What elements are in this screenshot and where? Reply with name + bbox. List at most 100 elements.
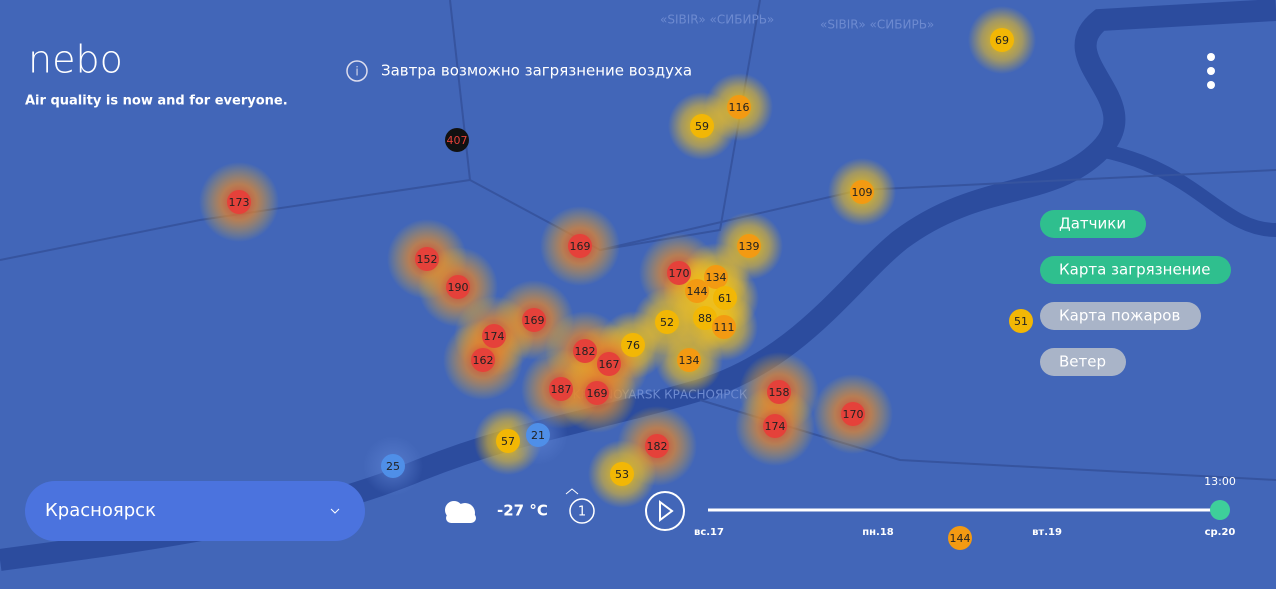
city-select[interactable]: [25, 481, 365, 541]
sensor[interactable]: 187: [549, 377, 573, 401]
sensor-dot: [948, 526, 972, 550]
sensor[interactable]: 407: [445, 128, 469, 152]
sensor-dot: [850, 180, 874, 204]
sensor[interactable]: 144: [685, 279, 709, 303]
sensor-dot: [712, 315, 736, 339]
sensor-value: 139: [739, 240, 760, 253]
sensor-dot: [445, 128, 469, 152]
sensor-dot: [482, 324, 506, 348]
sensor-value: 190: [448, 281, 469, 294]
sensor-dot: [704, 265, 728, 289]
sensor-value: 69: [995, 34, 1009, 47]
sensor[interactable]: 51: [1009, 309, 1033, 333]
sensor[interactable]: 53: [610, 462, 634, 486]
sensor[interactable]: 88: [693, 306, 717, 330]
sensor[interactable]: 152: [415, 247, 439, 271]
sensor-dot: [841, 402, 865, 426]
sensor-value: 152: [417, 253, 438, 266]
sensor-value: 407: [447, 134, 468, 147]
day-label: ср.20: [1205, 527, 1236, 538]
sensor[interactable]: 111: [712, 315, 736, 339]
sensor-value: 109: [852, 186, 873, 199]
timeline-knob[interactable]: [1210, 500, 1230, 520]
layer-button[interactable]: [1040, 210, 1146, 238]
sensor[interactable]: 182: [645, 434, 669, 458]
sensor[interactable]: 57: [496, 429, 520, 453]
temperature: -27 °C: [497, 502, 548, 520]
sensor-dot: [610, 462, 634, 486]
sensor[interactable]: 174: [482, 324, 506, 348]
sensor-dot: [685, 279, 709, 303]
sensor[interactable]: 76: [621, 333, 645, 357]
sensor-value: 173: [229, 196, 250, 209]
layer-button[interactable]: [1040, 348, 1126, 376]
sensor[interactable]: 169: [568, 234, 592, 258]
weather-icon: [445, 501, 476, 523]
sensor[interactable]: 174: [763, 414, 787, 438]
sensor-value: 134: [706, 271, 727, 284]
sensor-dot: [690, 114, 714, 138]
layer-label: Датчики: [1059, 215, 1126, 233]
layer-button[interactable]: [1040, 256, 1231, 284]
sensor[interactable]: 52: [655, 310, 679, 334]
logo[interactable]: nebo: [28, 38, 123, 82]
sensor-dot: [496, 429, 520, 453]
sensor[interactable]: 170: [667, 261, 691, 285]
sensor-value: 88: [698, 312, 712, 325]
layer-label: Карта загрязнение: [1059, 261, 1210, 279]
sensor[interactable]: 158: [767, 380, 791, 404]
menu-button[interactable]: [1207, 53, 1215, 89]
sensor-dot: [667, 261, 691, 285]
layer-button[interactable]: [1040, 302, 1201, 330]
sensor[interactable]: 134: [704, 265, 728, 289]
timeline-days: вс.17 пн.18 вт.19 ср.20: [694, 527, 1235, 538]
play-button[interactable]: [645, 491, 685, 531]
sensor-dot: [471, 348, 495, 372]
sensor-dot: [381, 454, 405, 478]
sensor-value: 57: [501, 435, 515, 448]
sensor[interactable]: 134: [677, 348, 701, 372]
sensor[interactable]: 169: [522, 308, 546, 332]
place-label: «SIBIR» «СИБИРЬ»: [820, 18, 934, 32]
sensor[interactable]: 167: [597, 352, 621, 376]
sensor[interactable]: 69: [990, 28, 1014, 52]
sensor[interactable]: 144: [948, 526, 972, 550]
sensor[interactable]: 25: [381, 454, 405, 478]
sensor-value: 53: [615, 468, 629, 481]
sensor[interactable]: 61: [713, 286, 737, 310]
current-time: 13:00: [1204, 475, 1236, 488]
wind-count: 1: [578, 505, 586, 520]
info-icon[interactable]: [346, 60, 368, 82]
sensor-value: 134: [679, 354, 700, 367]
sensor[interactable]: 162: [471, 348, 495, 372]
sensor-dot: [446, 275, 470, 299]
sensor[interactable]: 21: [526, 423, 550, 447]
sensor-value: 61: [718, 292, 732, 305]
sensor-dot: [990, 28, 1014, 52]
sensor-dot: [713, 286, 737, 310]
play-icon: [659, 500, 674, 522]
sensor-value: 169: [587, 387, 608, 400]
sensor-value: 21: [531, 429, 545, 442]
sensor[interactable]: 116: [727, 95, 751, 119]
sensor[interactable]: 173: [227, 190, 251, 214]
sensor[interactable]: 169: [585, 381, 609, 405]
sensor-value: 187: [551, 383, 572, 396]
sensor[interactable]: 182: [573, 339, 597, 363]
sensor[interactable]: 170: [841, 402, 865, 426]
sensor[interactable]: 59: [690, 114, 714, 138]
sensor-dot: [1009, 309, 1033, 333]
sensor-value: 59: [695, 120, 709, 133]
wind-icon[interactable]: [569, 498, 595, 524]
sensor-value: 144: [950, 532, 971, 545]
sensor[interactable]: 139: [737, 234, 761, 258]
sensor-dot: [549, 377, 573, 401]
sensor-value: 182: [575, 345, 596, 358]
sensor-dot: [677, 348, 701, 372]
sensor-dot: [645, 434, 669, 458]
sensor[interactable]: 109: [850, 180, 874, 204]
sensor-value: 167: [599, 358, 620, 371]
sensor[interactable]: 190: [446, 275, 470, 299]
place-label: «SIBIR» «СИБИРЬ»: [660, 13, 774, 27]
